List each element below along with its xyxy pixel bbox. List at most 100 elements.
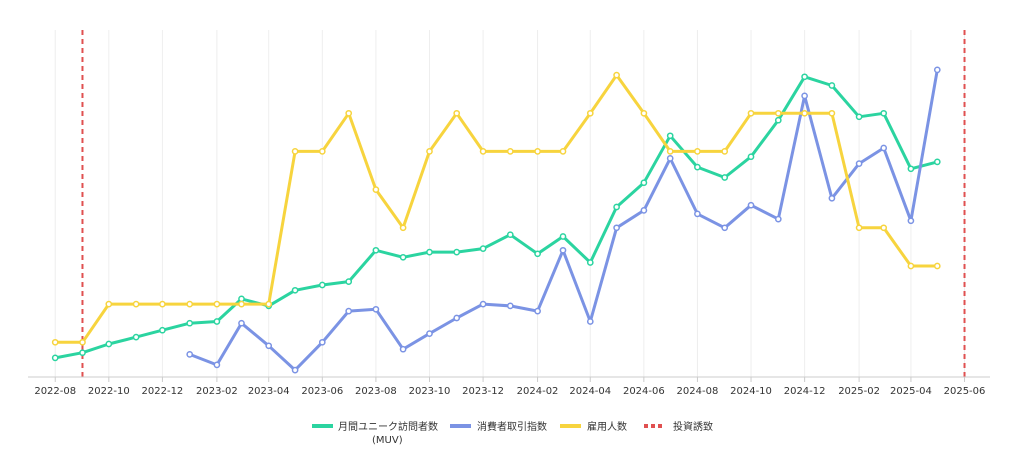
data-point[interactable]: [747, 153, 755, 161]
data-point[interactable]: [559, 246, 567, 254]
data-point[interactable]: [828, 82, 836, 89]
data-point[interactable]: [747, 201, 755, 209]
data-point[interactable]: [399, 224, 407, 232]
data-point[interactable]: [186, 300, 194, 308]
data-point[interactable]: [721, 224, 729, 232]
data-point[interactable]: [933, 158, 941, 166]
data-point[interactable]: [238, 319, 245, 327]
data-point[interactable]: [186, 351, 194, 358]
data-point[interactable]: [933, 66, 941, 74]
data-point[interactable]: [426, 148, 433, 155]
data-point[interactable]: [586, 109, 594, 117]
data-point[interactable]: [640, 109, 648, 117]
data-point[interactable]: [721, 174, 729, 181]
data-point[interactable]: [694, 163, 701, 171]
data-point[interactable]: [880, 224, 888, 232]
data-point[interactable]: [828, 194, 836, 202]
data-point[interactable]: [399, 345, 407, 353]
data-point[interactable]: [132, 300, 140, 308]
data-point[interactable]: [586, 259, 594, 266]
data-point[interactable]: [318, 338, 326, 346]
data-point[interactable]: [51, 354, 59, 362]
data-point[interactable]: [506, 302, 514, 310]
data-point[interactable]: [933, 262, 941, 270]
data-point[interactable]: [801, 73, 808, 81]
legend-item-4[interactable]: 投資誘致: [644, 420, 713, 433]
data-point[interactable]: [345, 307, 353, 315]
data-point[interactable]: [132, 333, 140, 341]
data-point[interactable]: [694, 210, 701, 218]
data-point[interactable]: [774, 116, 782, 124]
data-point[interactable]: [318, 281, 326, 289]
data-point[interactable]: [453, 314, 461, 322]
data-point[interactable]: [291, 286, 299, 294]
data-point[interactable]: [51, 338, 59, 346]
data-point[interactable]: [372, 186, 380, 193]
data-point[interactable]: [213, 300, 221, 308]
legend-item-2[interactable]: 消費者取引指数: [450, 420, 547, 433]
data-point[interactable]: [291, 148, 299, 155]
data-point[interactable]: [506, 231, 514, 239]
data-point[interactable]: [79, 349, 86, 357]
data-point[interactable]: [238, 295, 245, 303]
data-point[interactable]: [855, 113, 863, 121]
data-point[interactable]: [721, 148, 729, 155]
data-point[interactable]: [265, 342, 273, 350]
data-point[interactable]: [506, 148, 514, 155]
data-point[interactable]: [479, 148, 487, 155]
data-point[interactable]: [907, 262, 915, 270]
data-point[interactable]: [774, 215, 782, 223]
data-point[interactable]: [213, 318, 221, 325]
data-point[interactable]: [426, 330, 433, 337]
data-point[interactable]: [105, 300, 113, 308]
data-point[interactable]: [559, 233, 567, 240]
data-point[interactable]: [159, 300, 166, 308]
data-point[interactable]: [559, 148, 567, 155]
data-point[interactable]: [907, 217, 915, 225]
data-point[interactable]: [345, 109, 353, 117]
data-point[interactable]: [453, 248, 461, 256]
data-point[interactable]: [666, 132, 674, 140]
data-point[interactable]: [828, 109, 836, 117]
legend-item-3[interactable]: 雇用人数: [560, 420, 627, 433]
data-point[interactable]: [640, 207, 648, 214]
data-point[interactable]: [345, 278, 353, 285]
data-point[interactable]: [213, 361, 221, 369]
data-point[interactable]: [801, 109, 808, 117]
data-point[interactable]: [238, 300, 245, 308]
data-point[interactable]: [880, 109, 888, 117]
data-point[interactable]: [372, 305, 380, 313]
data-point[interactable]: [265, 300, 273, 308]
data-point[interactable]: [855, 224, 863, 232]
data-point[interactable]: [426, 248, 433, 256]
data-point[interactable]: [79, 338, 86, 346]
data-point[interactable]: [291, 366, 299, 374]
data-point[interactable]: [613, 224, 620, 232]
data-point[interactable]: [105, 340, 113, 348]
data-point[interactable]: [907, 165, 915, 173]
data-point[interactable]: [694, 148, 701, 155]
data-point[interactable]: [159, 326, 166, 334]
data-point[interactable]: [534, 307, 541, 315]
data-point[interactable]: [372, 246, 380, 254]
data-point[interactable]: [479, 245, 487, 252]
data-point[interactable]: [747, 109, 755, 117]
data-point[interactable]: [666, 148, 674, 155]
data-point[interactable]: [666, 155, 674, 162]
data-point[interactable]: [613, 71, 620, 79]
data-point[interactable]: [801, 92, 808, 100]
data-point[interactable]: [586, 318, 594, 325]
data-point[interactable]: [855, 160, 863, 167]
data-point[interactable]: [774, 109, 782, 117]
data-point[interactable]: [613, 203, 620, 211]
data-point[interactable]: [318, 148, 326, 155]
data-point[interactable]: [399, 253, 407, 261]
data-point[interactable]: [479, 300, 487, 308]
legend-item-1[interactable]: 月間ユニーク訪問者数(MUV): [312, 420, 438, 446]
data-point[interactable]: [186, 319, 194, 327]
data-point[interactable]: [453, 109, 461, 117]
data-point[interactable]: [534, 148, 541, 155]
data-point[interactable]: [880, 144, 888, 152]
data-point[interactable]: [640, 179, 648, 187]
data-point[interactable]: [534, 250, 541, 258]
